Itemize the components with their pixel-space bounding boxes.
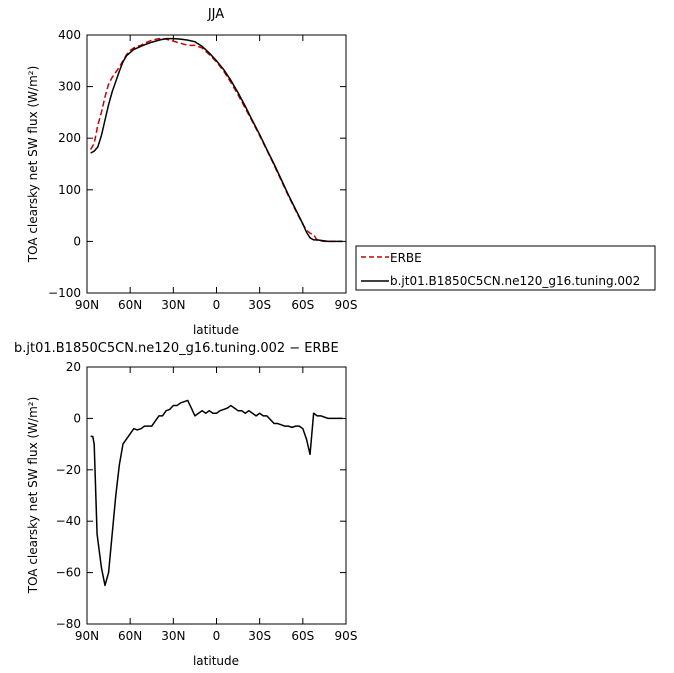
top-chart-series-line-1: [90, 37, 343, 243]
bottom-chart-frame: [86, 366, 347, 625]
top-chart-xtick-label: 0: [213, 298, 221, 312]
top-chart-ytick-label: −100: [48, 286, 81, 300]
top-chart-x-axis: 90N 60N 30N 0 30S 60S 90S: [75, 35, 358, 312]
top-chart-ytick-label: 200: [58, 131, 81, 145]
top-chart-y-axis: −100 0 100 200 300 400: [48, 28, 346, 300]
top-chart-xtick-label: 90N: [75, 298, 99, 312]
bottom-chart-xtick-label: 60S: [291, 629, 314, 643]
top-chart-ytick-label: 400: [58, 28, 81, 42]
legend-label-model: b.jt01.B1850C5CN.ne120_g16.tuning.002: [390, 274, 640, 288]
bottom-chart-xtick-label: 30S: [248, 629, 271, 643]
bottom-chart-x-axis: 90N 60N 30N 0 30S 60S 90S: [75, 367, 358, 643]
top-chart-series: [89, 37, 343, 243]
top-chart-series-line-0: [89, 37, 343, 243]
bottom-chart-ytick-label: −60: [56, 566, 81, 580]
bottom-chart: b.jt01.B1850C5CN.ne120_g16.tuning.002 − …: [14, 341, 357, 668]
legend-box: [355, 245, 656, 291]
bottom-chart-y-axis: −80 −60 −40 −20 0 20: [56, 360, 346, 631]
top-chart-title: JJA: [207, 7, 224, 22]
bottom-chart-title: b.jt01.B1850C5CN.ne120_g16.tuning.002 − …: [14, 341, 339, 356]
top-chart-xlabel: latitude: [193, 323, 239, 337]
bottom-chart-xlabel: latitude: [193, 654, 239, 668]
bottom-chart-series-line-0: [90, 399, 343, 587]
bottom-chart-xtick-label: 90N: [75, 629, 99, 643]
top-chart-ytick-label: 300: [58, 80, 81, 94]
top-chart-xtick-label: 30N: [161, 298, 185, 312]
legend-label-erbe: ERBE: [390, 251, 422, 265]
top-chart-frame: [86, 34, 347, 294]
top-chart-ytick-label: 100: [58, 183, 81, 197]
top-chart-ytick-label: 0: [73, 234, 81, 248]
top-chart-xtick-label: 60N: [118, 298, 142, 312]
top-chart: JJA TOA clearsky net SW flux (W/m²) lati…: [26, 7, 357, 337]
bottom-chart-ytick-label: −80: [56, 617, 81, 631]
bottom-chart-ytick-label: 0: [73, 411, 81, 425]
bottom-chart-ytick-label: −40: [56, 514, 81, 528]
bottom-chart-xtick-label: 60N: [118, 629, 142, 643]
top-chart-xtick-label: 60S: [291, 298, 314, 312]
bottom-chart-ytick-label: −20: [56, 463, 81, 477]
top-chart-xtick-label: 30S: [248, 298, 271, 312]
top-chart-xtick-label: 90S: [335, 298, 358, 312]
bottom-chart-ytick-label: 20: [66, 360, 81, 374]
bottom-chart-xtick-label: 30N: [161, 629, 185, 643]
bottom-chart-xtick-label: 0: [213, 629, 221, 643]
top-chart-ylabel: TOA clearsky net SW flux (W/m²): [26, 66, 40, 264]
bottom-chart-ylabel: TOA clearsky net SW flux (W/m²): [26, 397, 40, 595]
legend: ERBE b.jt01.B1850C5CN.ne120_g16.tuning.0…: [355, 245, 656, 291]
bottom-chart-xtick-label: 90S: [335, 629, 358, 643]
bottom-chart-series: [90, 399, 343, 587]
